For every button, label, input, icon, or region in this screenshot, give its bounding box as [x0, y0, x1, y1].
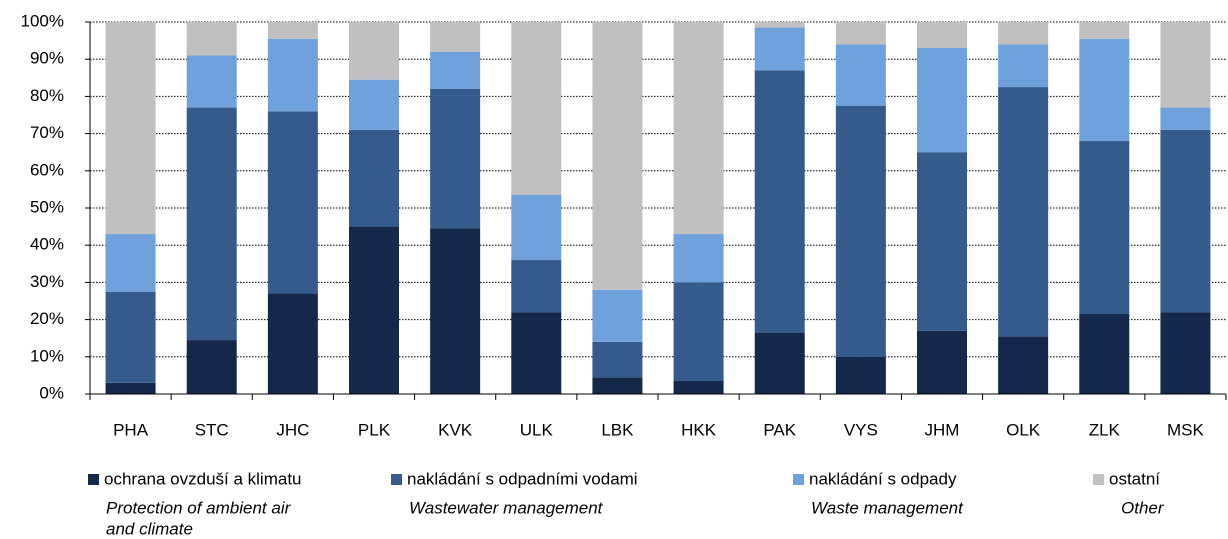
legend-swatch — [88, 474, 99, 485]
bar-segment — [917, 330, 967, 394]
y-tick-label: 70% — [30, 123, 64, 142]
legend-label-en: Waste management — [811, 498, 964, 517]
bar-segment — [835, 22, 886, 45]
y-tick-label: 30% — [30, 272, 64, 291]
legend-label-en: and climate — [106, 519, 193, 538]
y-tick-label: 10% — [30, 346, 64, 365]
bar-segment — [673, 22, 724, 235]
x-tick-label: LBK — [601, 420, 634, 439]
x-tick-label: PAK — [763, 420, 796, 439]
bar-segment — [267, 22, 318, 39]
bar-segment — [673, 380, 724, 394]
bar-segment — [998, 44, 1049, 88]
y-tick-label: 80% — [30, 86, 64, 105]
bar-segment — [754, 22, 805, 28]
bar-segment — [673, 234, 724, 283]
bar-segment — [430, 88, 481, 229]
bar-segment — [105, 234, 156, 292]
x-tick-label: MSK — [1167, 420, 1205, 439]
x-tick-label: PLK — [358, 420, 391, 439]
bar-segment — [430, 51, 481, 89]
y-tick-label: 60% — [30, 160, 64, 179]
bar-segment — [105, 22, 156, 235]
x-tick-label: JHC — [276, 420, 309, 439]
bar-segment — [592, 341, 643, 378]
bar-segment — [917, 152, 967, 331]
bar-segment — [105, 382, 156, 394]
bar-segment — [1079, 314, 1130, 394]
y-tick-label: 20% — [30, 309, 64, 328]
bar-segment — [1160, 22, 1211, 108]
bar-segment — [349, 129, 399, 227]
x-tick-label: ZLK — [1089, 420, 1121, 439]
legend-label: ochrana ovzduší a klimatu — [104, 469, 302, 488]
bar-segment — [1160, 129, 1211, 313]
bar-segment — [349, 22, 399, 80]
bar-segment — [105, 291, 156, 383]
bar-segment — [998, 22, 1049, 45]
bar-segment — [592, 289, 643, 342]
bar-segment — [835, 356, 886, 394]
y-tick-label: 0% — [39, 383, 64, 402]
bar-segment — [1079, 141, 1130, 315]
bar-segment — [349, 79, 399, 130]
legend-label-en: Wastewater management — [409, 498, 604, 517]
bar-segment — [592, 377, 643, 394]
x-tick-label: JHM — [925, 420, 960, 439]
bar-segment — [430, 228, 481, 394]
bar-segment — [998, 87, 1049, 337]
bar-segment — [592, 22, 643, 290]
bar-segment — [835, 44, 886, 106]
x-tick-label: ULK — [520, 420, 554, 439]
bar-segment — [511, 22, 562, 195]
y-tick-label: 40% — [30, 235, 64, 254]
x-tick-label: KVK — [438, 420, 473, 439]
bar-segment — [754, 70, 805, 333]
bar-segment — [430, 22, 481, 52]
legend-label: ostatní — [1109, 469, 1160, 488]
bar-segment — [511, 260, 562, 313]
bar-segment — [1079, 22, 1130, 39]
bar-segment — [673, 282, 724, 381]
bar-segment — [754, 27, 805, 71]
bar-segment — [186, 107, 237, 341]
bar-segment — [1160, 312, 1211, 394]
bar-segment — [267, 38, 318, 112]
legend-swatch — [391, 474, 402, 485]
x-tick-label: HKK — [681, 420, 717, 439]
legend-label: nakládání s odpady — [809, 469, 957, 488]
y-tick-label: 90% — [30, 49, 64, 68]
x-tick-label: OLK — [1006, 420, 1041, 439]
legend-label-en: Protection of ambient air — [106, 498, 292, 517]
bar-segment — [835, 105, 886, 357]
bar-segment — [511, 312, 562, 394]
bar-segment — [511, 194, 562, 261]
bar-segment — [349, 226, 399, 394]
bar-segment — [186, 55, 237, 108]
y-tick-label: 100% — [21, 11, 64, 30]
bar-segment — [267, 111, 318, 294]
legend-swatch — [1093, 474, 1104, 485]
y-tick-label: 50% — [30, 197, 64, 216]
bar-segment — [267, 293, 318, 394]
bar-segment — [998, 336, 1049, 394]
x-tick-label: PHA — [113, 420, 149, 439]
bar-segment — [917, 22, 967, 49]
x-tick-label: VYS — [844, 420, 878, 439]
bar-segment — [186, 22, 237, 56]
bar-segment — [1079, 38, 1130, 142]
bar-segment — [754, 332, 805, 394]
legend-label: nakládání s odpadními vodami — [407, 469, 638, 488]
legend-swatch — [793, 474, 804, 485]
bar-segment — [186, 340, 237, 394]
bar-segment — [917, 48, 967, 153]
bar-segment — [1160, 107, 1211, 130]
x-tick-label: STC — [195, 420, 229, 439]
legend-label-en: Other — [1121, 498, 1165, 517]
